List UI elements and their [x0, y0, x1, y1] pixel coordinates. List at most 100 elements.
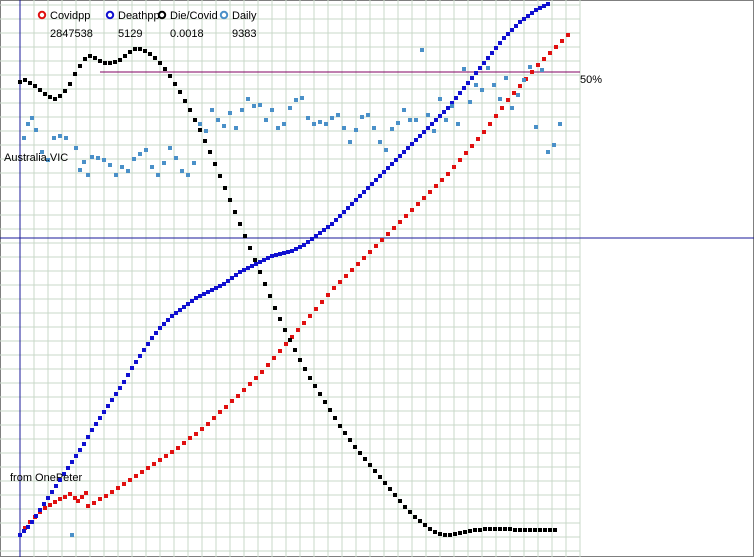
- data-point: [128, 478, 132, 482]
- data-point: [293, 348, 297, 352]
- data-point: [310, 237, 314, 241]
- data-point: [446, 172, 450, 176]
- data-point: [188, 108, 192, 112]
- data-point: [198, 128, 202, 132]
- data-point: [224, 405, 228, 409]
- data-point: [178, 308, 182, 312]
- data-point: [462, 67, 466, 71]
- data-point: [242, 388, 246, 392]
- data-point: [528, 65, 532, 69]
- data-point: [546, 150, 550, 154]
- data-point: [384, 148, 388, 152]
- data-point: [203, 139, 207, 143]
- data-point: [354, 128, 358, 132]
- data-point: [210, 288, 214, 292]
- data-point: [126, 373, 130, 377]
- data-point: [294, 247, 298, 251]
- data-point: [22, 529, 26, 533]
- data-point: [383, 481, 387, 485]
- data-point: [356, 262, 360, 266]
- data-point: [438, 97, 442, 101]
- data-point: [546, 2, 550, 6]
- data-point: [68, 82, 72, 86]
- data-point: [254, 376, 258, 380]
- data-point: [214, 286, 218, 290]
- data-point: [298, 245, 302, 249]
- data-point: [194, 432, 198, 436]
- data-point: [553, 528, 557, 532]
- data-point: [52, 136, 56, 140]
- data-point: [338, 214, 342, 218]
- data-point: [510, 106, 514, 110]
- data-point: [432, 129, 436, 133]
- data-point: [390, 162, 394, 166]
- data-point: [248, 246, 252, 250]
- data-point: [468, 100, 472, 104]
- data-point: [158, 61, 162, 65]
- data-point: [278, 252, 282, 256]
- data-point: [218, 284, 222, 288]
- data-point: [18, 533, 22, 537]
- data-point: [264, 118, 268, 122]
- data-point: [498, 97, 502, 101]
- data-point: [282, 251, 286, 255]
- data-point: [324, 122, 328, 126]
- data-point: [138, 47, 142, 51]
- data-point: [66, 466, 70, 470]
- data-point: [398, 154, 402, 158]
- data-point: [548, 51, 552, 55]
- data-point: [506, 32, 510, 36]
- data-point: [378, 174, 382, 178]
- data-point: [538, 6, 542, 10]
- data-point: [302, 321, 306, 325]
- data-point: [443, 533, 447, 537]
- data-point: [450, 104, 454, 108]
- data-point: [492, 83, 496, 87]
- data-point: [50, 490, 54, 494]
- data-point: [408, 510, 412, 514]
- data-point: [503, 527, 507, 531]
- data-point: [470, 144, 474, 148]
- data-point: [198, 122, 202, 126]
- data-point: [368, 463, 372, 467]
- data-point: [174, 156, 178, 160]
- data-point: [454, 96, 458, 100]
- data-point: [513, 528, 517, 532]
- data-point: [413, 515, 417, 519]
- data-point: [522, 78, 526, 82]
- data-point: [368, 250, 372, 254]
- data-point: [498, 41, 502, 45]
- data-point: [458, 91, 462, 95]
- data-point: [218, 174, 222, 178]
- data-point: [566, 33, 570, 37]
- data-point: [423, 523, 427, 527]
- data-point: [258, 260, 262, 264]
- data-point: [268, 294, 272, 298]
- data-point: [353, 445, 357, 449]
- legend-value: 2847538: [50, 28, 93, 40]
- data-point: [78, 448, 82, 452]
- data-point: [252, 104, 256, 108]
- data-point: [560, 39, 564, 43]
- data-point: [394, 158, 398, 162]
- data-point: [222, 124, 226, 128]
- data-point: [362, 190, 366, 194]
- data-point: [190, 299, 194, 303]
- data-point: [502, 36, 506, 40]
- data-point: [278, 349, 282, 353]
- data-point: [258, 103, 262, 107]
- data-point: [78, 64, 82, 68]
- data-point: [433, 530, 437, 534]
- data-point: [548, 528, 552, 532]
- data-point: [92, 501, 96, 505]
- data-point: [358, 451, 362, 455]
- data-point: [350, 202, 354, 206]
- data-point: [70, 460, 74, 464]
- data-point: [330, 222, 334, 226]
- data-point: [228, 198, 232, 202]
- data-point: [243, 234, 247, 238]
- data-point: [540, 68, 544, 72]
- data-point: [510, 28, 514, 32]
- data-point: [536, 63, 540, 67]
- data-point: [30, 520, 34, 524]
